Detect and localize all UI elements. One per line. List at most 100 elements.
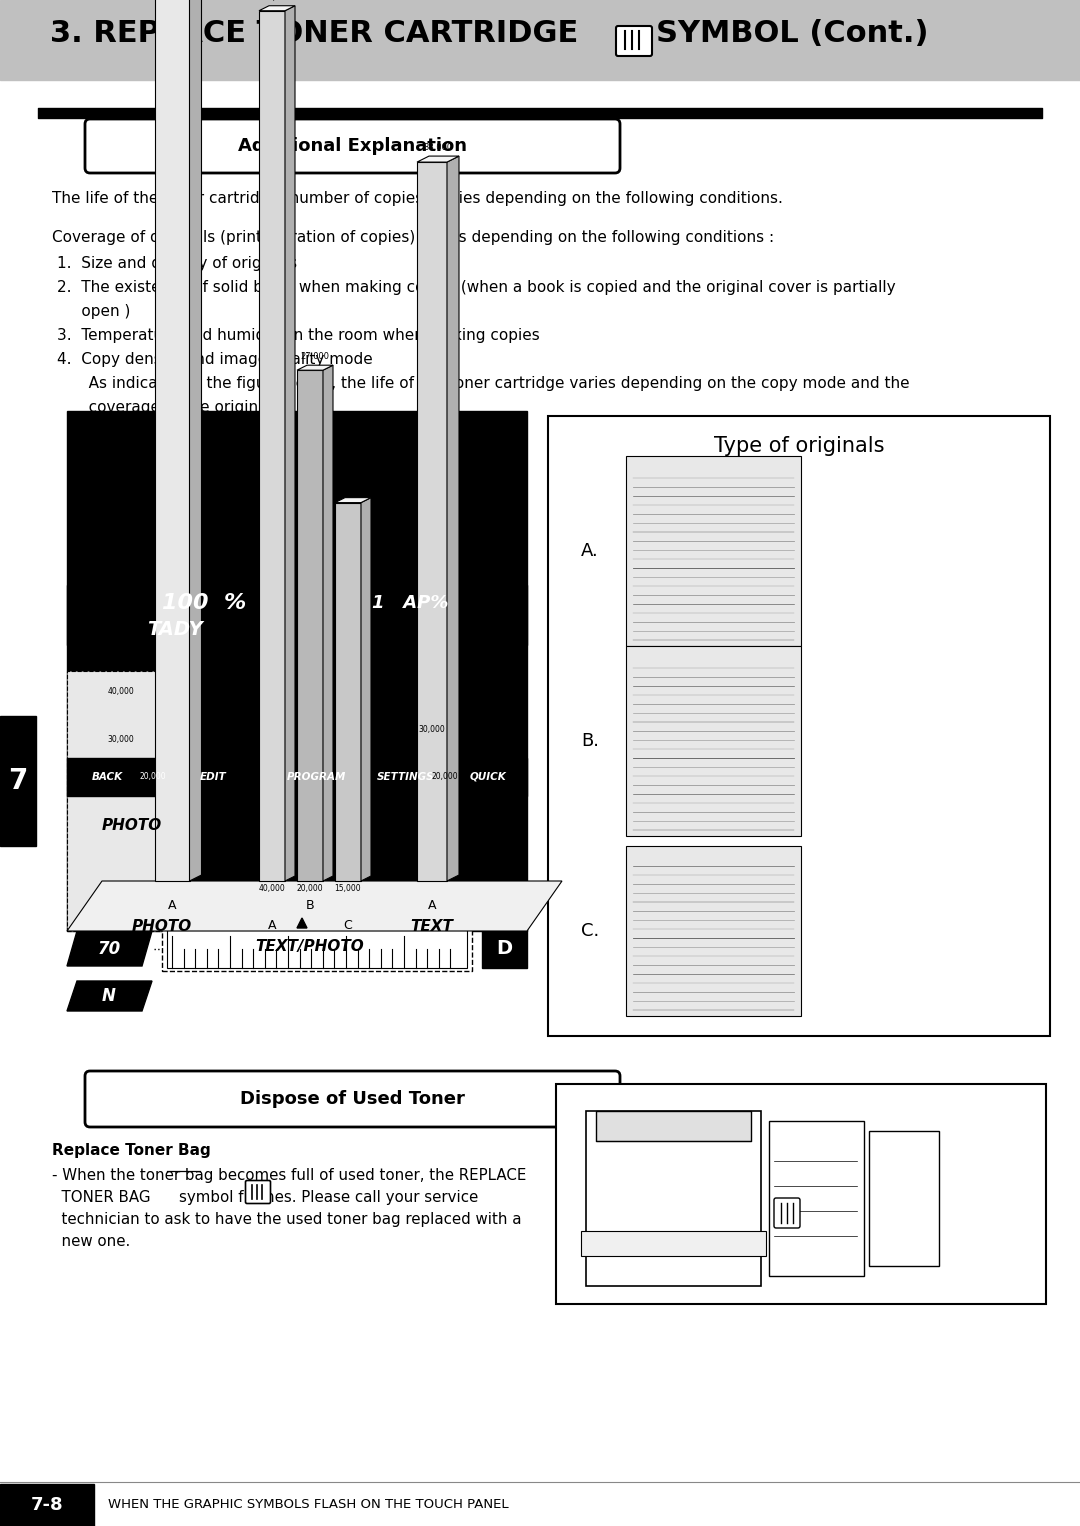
Text: Replace Toner Bag: Replace Toner Bag bbox=[52, 1143, 211, 1158]
Bar bbox=[626, 645, 801, 836]
FancyBboxPatch shape bbox=[85, 1071, 620, 1128]
Bar bbox=[297, 371, 323, 881]
Polygon shape bbox=[323, 365, 333, 881]
Text: As indicated in the figure below, the life of the toner cartridge varies dependi: As indicated in the figure below, the li… bbox=[75, 375, 909, 391]
Polygon shape bbox=[285, 6, 295, 881]
Text: TEXT/PHOTO: TEXT/PHOTO bbox=[256, 938, 364, 954]
Bar bbox=[0, 0, 1080, 79]
Polygon shape bbox=[447, 156, 459, 881]
Text: EDIT: EDIT bbox=[200, 772, 227, 781]
Text: 20,000: 20,000 bbox=[140, 772, 166, 781]
Text: 1   AP%: 1 AP% bbox=[372, 594, 448, 612]
Polygon shape bbox=[259, 6, 295, 11]
FancyBboxPatch shape bbox=[616, 26, 652, 56]
Text: PROGRAM: PROGRAM bbox=[287, 772, 347, 781]
Text: 40,000: 40,000 bbox=[258, 884, 285, 893]
Text: N: N bbox=[103, 987, 116, 1006]
Bar bbox=[626, 845, 801, 1016]
Polygon shape bbox=[67, 981, 152, 1012]
Text: 20,000: 20,000 bbox=[297, 884, 323, 893]
Bar bbox=[548, 417, 1050, 1036]
Text: 20,000: 20,000 bbox=[338, 485, 367, 493]
Text: BACK: BACK bbox=[92, 772, 123, 781]
Text: B.: B. bbox=[581, 732, 599, 749]
Text: 15,000: 15,000 bbox=[335, 884, 362, 893]
Text: 30,000: 30,000 bbox=[107, 734, 134, 743]
Text: QUICK: QUICK bbox=[470, 772, 507, 781]
Text: SYMBOL (Cont.): SYMBOL (Cont.) bbox=[656, 18, 929, 47]
Polygon shape bbox=[67, 881, 562, 931]
Text: 38,000: 38,000 bbox=[423, 143, 453, 153]
Bar bbox=[556, 1083, 1047, 1305]
Text: B: B bbox=[306, 899, 314, 913]
FancyBboxPatch shape bbox=[85, 119, 620, 172]
Text: WHEN THE GRAPHIC SYMBOLS FLASH ON THE TOUCH PANEL: WHEN THE GRAPHIC SYMBOLS FLASH ON THE TO… bbox=[108, 1499, 509, 1511]
Bar bbox=[586, 1111, 761, 1286]
Bar bbox=[67, 758, 527, 797]
Text: 70,000: 70,000 bbox=[107, 545, 134, 554]
Text: 7: 7 bbox=[9, 768, 28, 795]
Text: coverage of the originals: coverage of the originals bbox=[75, 400, 280, 415]
Bar bbox=[0, 1483, 94, 1526]
Bar bbox=[67, 410, 527, 931]
Bar bbox=[626, 456, 801, 645]
Text: SETTINGS: SETTINGS bbox=[377, 772, 434, 781]
Text: 1.  Size and density of originals: 1. Size and density of originals bbox=[57, 256, 297, 272]
Bar bbox=[67, 584, 527, 644]
Text: TONER BAG      symbol flashes. Please call your service: TONER BAG symbol flashes. Please call yo… bbox=[52, 1190, 478, 1206]
Text: 2.  The existence of solid black when making copies (when a book is copied and t: 2. The existence of solid black when mak… bbox=[57, 279, 895, 295]
Text: PHOTO: PHOTO bbox=[132, 919, 192, 934]
Text: technician to ask to have the used toner bag replaced with a: technician to ask to have the used toner… bbox=[52, 1212, 522, 1227]
Text: 20,000: 20,000 bbox=[107, 781, 134, 790]
Bar bbox=[154, 0, 189, 881]
Text: Type of originals: Type of originals bbox=[714, 436, 885, 456]
Text: - When the toner bag becomes full of used toner, the REPLACE: - When the toner bag becomes full of use… bbox=[52, 1167, 526, 1183]
Text: PHOTO: PHOTO bbox=[102, 818, 162, 833]
Bar bbox=[162, 926, 472, 971]
FancyBboxPatch shape bbox=[774, 1198, 800, 1228]
Bar bbox=[67, 671, 162, 931]
Text: 20,000: 20,000 bbox=[432, 772, 459, 781]
Polygon shape bbox=[335, 497, 372, 502]
Text: 70: 70 bbox=[97, 940, 121, 958]
Text: The life of the toner cartridge (number of copies) varies depending on the follo: The life of the toner cartridge (number … bbox=[52, 191, 783, 206]
Polygon shape bbox=[67, 931, 152, 966]
Text: 60,000: 60,000 bbox=[107, 592, 134, 601]
Text: Dispose of Used Toner: Dispose of Used Toner bbox=[240, 1090, 464, 1108]
Text: 100  %: 100 % bbox=[162, 592, 246, 612]
Text: Coverage of originals (printing ration of copies) varies depending on the follow: Coverage of originals (printing ration o… bbox=[52, 230, 774, 246]
Text: TADY: TADY bbox=[147, 620, 203, 639]
Text: TEXT: TEXT bbox=[410, 919, 454, 934]
Text: 50,000: 50,000 bbox=[107, 639, 134, 649]
Text: D: D bbox=[496, 940, 512, 958]
FancyBboxPatch shape bbox=[245, 1181, 270, 1204]
Bar bbox=[596, 1111, 751, 1141]
Text: A: A bbox=[268, 919, 276, 932]
Text: 30,000: 30,000 bbox=[419, 725, 445, 734]
Text: 27,000: 27,000 bbox=[300, 353, 329, 362]
Bar bbox=[0, 716, 36, 845]
Bar bbox=[869, 1131, 939, 1267]
Polygon shape bbox=[189, 0, 202, 881]
Bar bbox=[417, 162, 447, 881]
Text: 3. REPLACE TONER CARTRIDGE: 3. REPLACE TONER CARTRIDGE bbox=[50, 18, 578, 47]
Bar bbox=[581, 1231, 766, 1256]
Polygon shape bbox=[361, 497, 372, 881]
Bar bbox=[769, 1122, 864, 1276]
Text: C: C bbox=[343, 919, 352, 932]
Text: new one.: new one. bbox=[52, 1235, 131, 1248]
Bar bbox=[482, 929, 527, 967]
Bar bbox=[167, 929, 467, 967]
Bar bbox=[259, 11, 285, 881]
Text: 7-8: 7-8 bbox=[30, 1495, 64, 1514]
Polygon shape bbox=[417, 156, 459, 162]
Bar bbox=[335, 502, 361, 881]
Text: A.: A. bbox=[581, 542, 599, 560]
Polygon shape bbox=[297, 919, 307, 928]
Text: A: A bbox=[167, 899, 176, 913]
Text: A: A bbox=[428, 899, 436, 913]
Polygon shape bbox=[297, 365, 333, 371]
Text: open ): open ) bbox=[57, 304, 131, 319]
Text: C.: C. bbox=[581, 922, 599, 940]
Text: 46,000: 46,000 bbox=[262, 0, 292, 2]
